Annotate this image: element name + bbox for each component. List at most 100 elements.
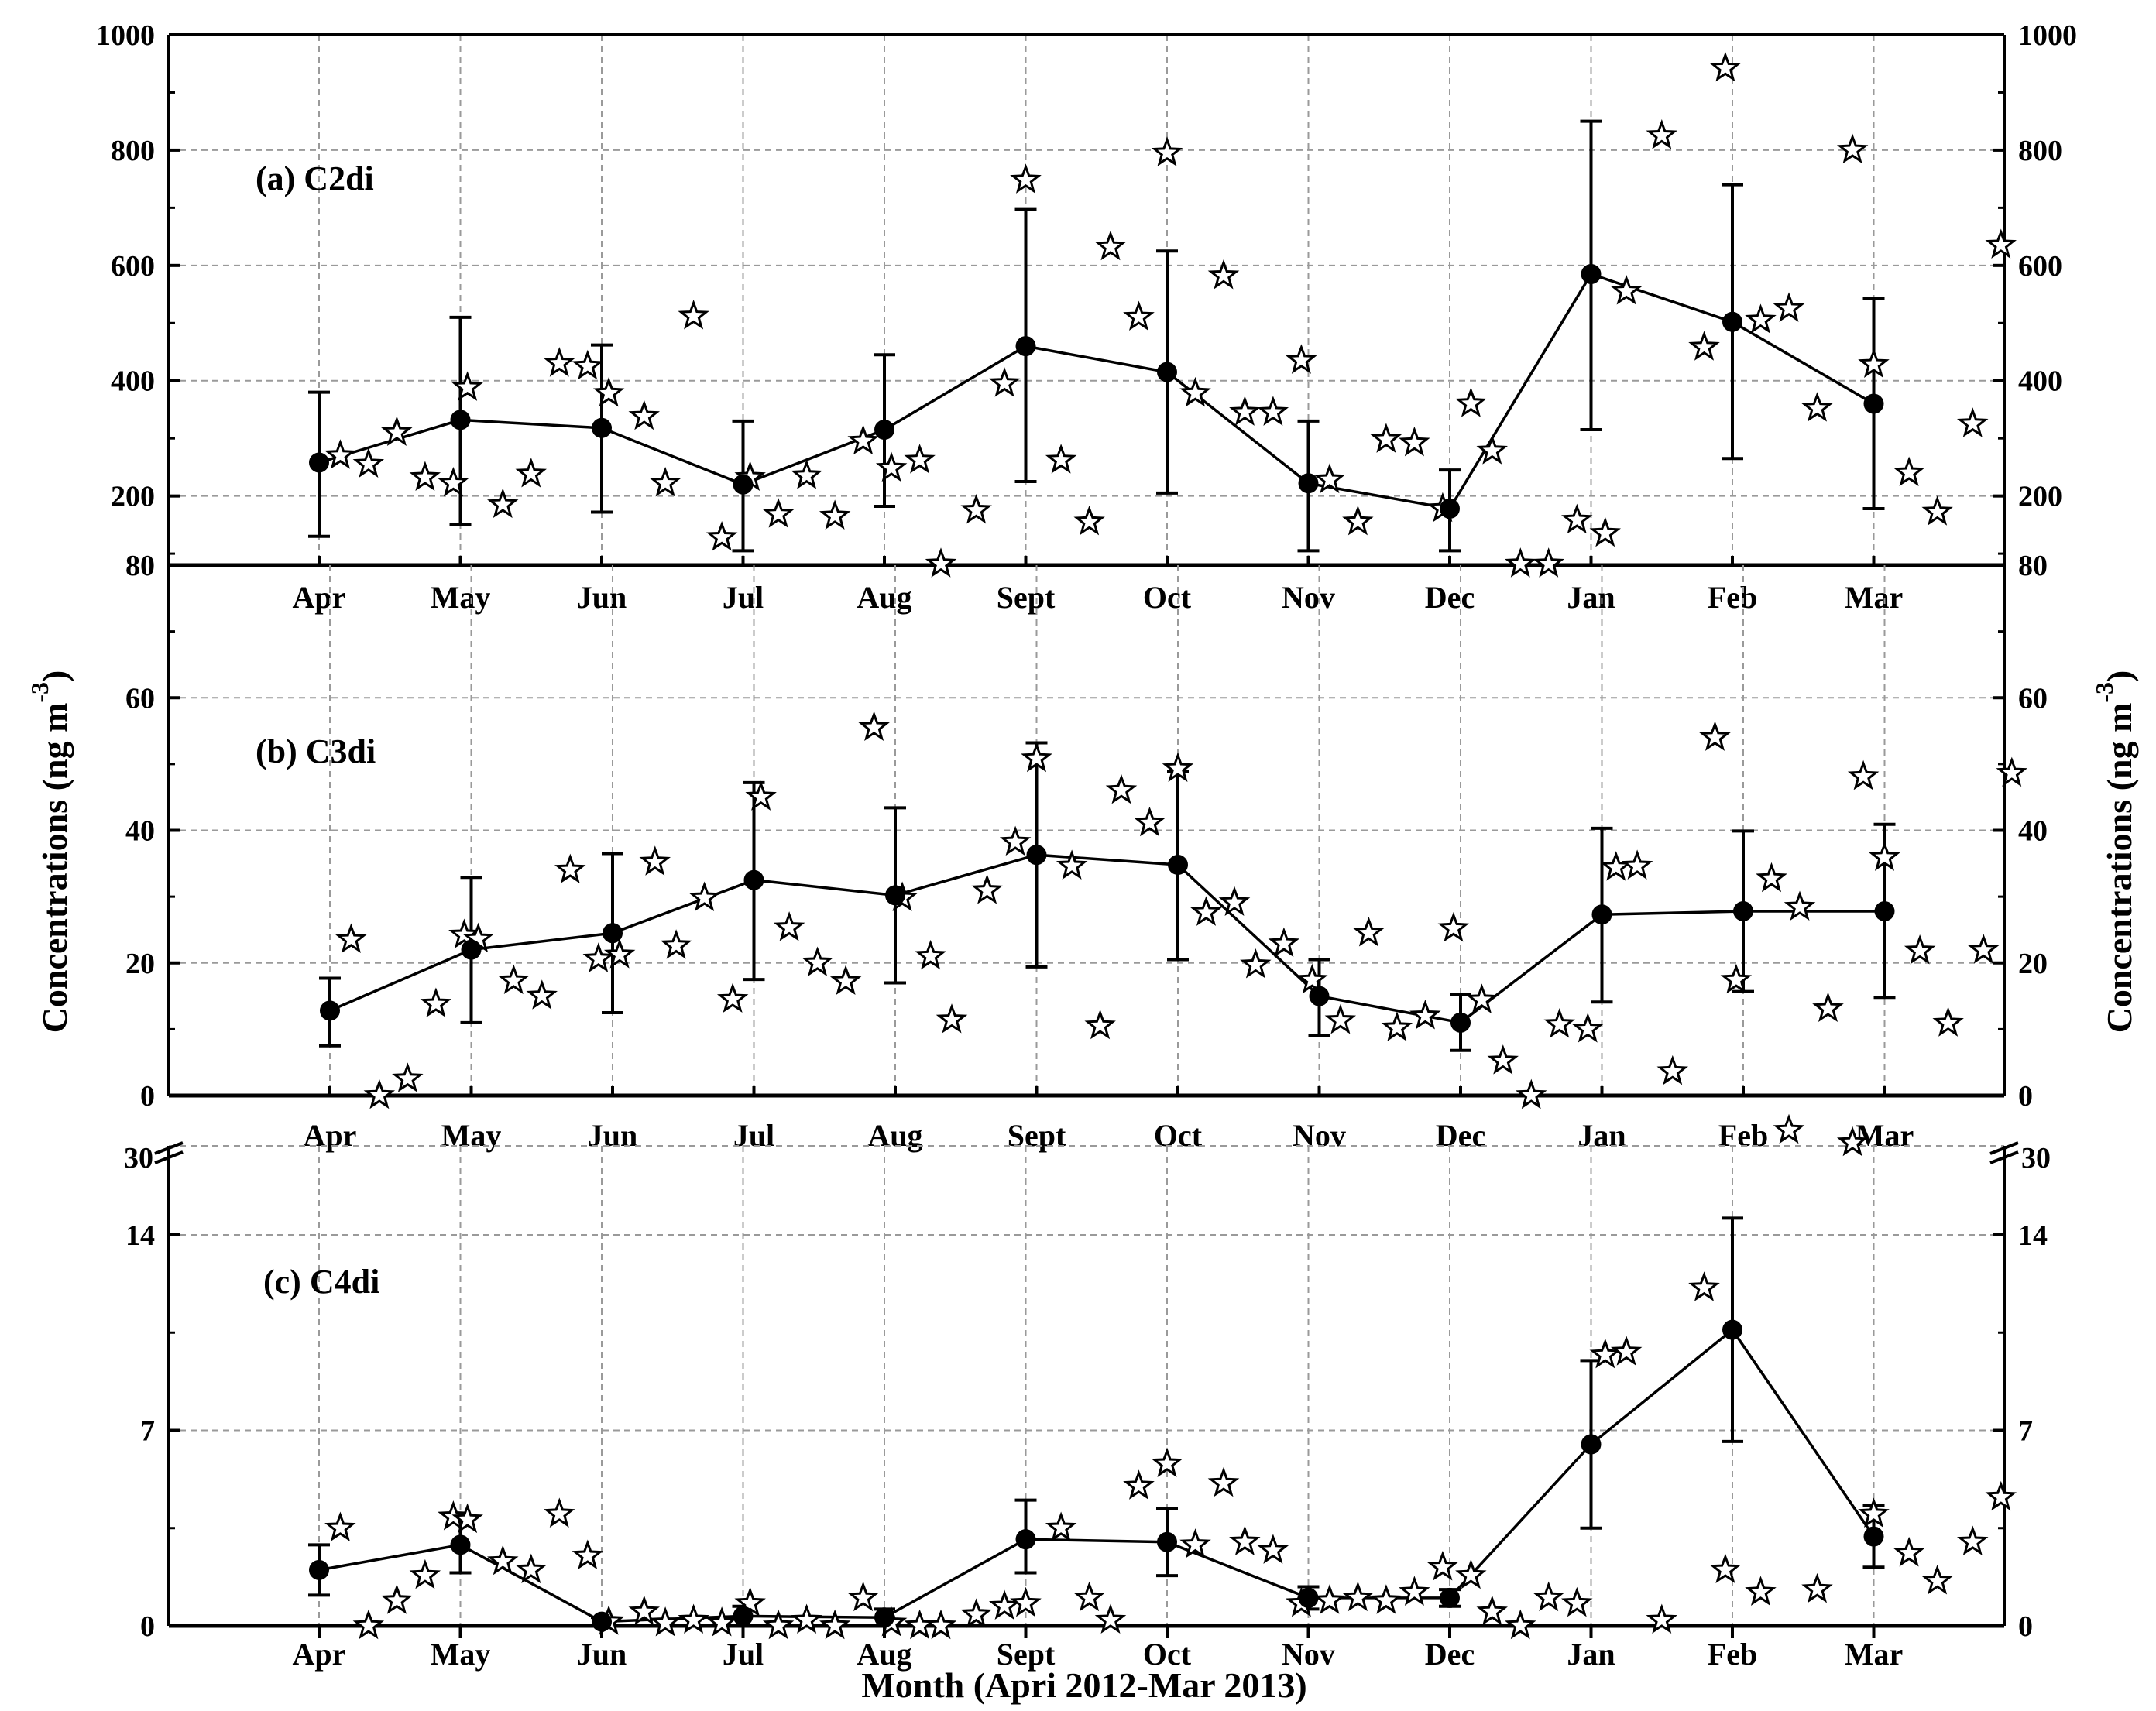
mean-point <box>450 410 471 430</box>
sample-point <box>324 439 356 469</box>
mean-point <box>1440 499 1460 519</box>
x-tick-label: Feb <box>1708 580 1757 615</box>
sample-point <box>960 494 992 524</box>
sample-point <box>1985 1480 2017 1511</box>
sample-point <box>1836 133 1869 164</box>
sample-point <box>999 825 1032 856</box>
sample-point <box>1056 849 1088 880</box>
sample-point <box>1745 303 1777 334</box>
sample-point <box>1957 407 1989 437</box>
x-tick-label: Sept <box>997 1637 1056 1672</box>
sample-point <box>1985 228 2017 259</box>
mean-point <box>1157 1531 1177 1552</box>
sample-point <box>1589 1338 1621 1369</box>
sample-point <box>915 939 946 970</box>
y-tick-label: 200 <box>111 481 155 513</box>
sample-point <box>1560 1586 1593 1617</box>
y-tick-label-right: 7 <box>2018 1415 2033 1448</box>
sample-point <box>660 929 692 959</box>
x-tick-label: May <box>431 580 491 615</box>
y-tick-label: 800 <box>111 135 155 167</box>
sample-point <box>1921 1565 1953 1595</box>
x-tick-label: Nov <box>1282 580 1335 615</box>
x-tick-label: Jul <box>723 580 764 615</box>
mean-point <box>1863 1526 1884 1547</box>
mean-point <box>1591 904 1612 925</box>
sample-point <box>791 1603 822 1634</box>
sample-point <box>1342 1581 1374 1612</box>
x-tick-label: Jun <box>588 1118 638 1153</box>
sample-point <box>572 349 603 380</box>
sample-point <box>1847 759 1880 790</box>
sample-point <box>1370 423 1402 453</box>
x-tick-label: May <box>441 1118 502 1153</box>
x-tick-label: Apr <box>293 1637 346 1672</box>
panel-title: (c) C4di <box>263 1263 379 1301</box>
mean-point <box>874 420 894 441</box>
sample-point <box>1543 1008 1575 1038</box>
x-tick-label: Nov <box>1293 1118 1346 1153</box>
sample-point <box>819 1609 851 1640</box>
x-tick-label: Dec <box>1425 1637 1475 1672</box>
mean-series-line <box>318 1328 1875 1624</box>
mean-point <box>874 1607 894 1628</box>
mean-point <box>1309 986 1330 1006</box>
sample-point <box>628 399 660 430</box>
sample-point <box>1688 1271 1720 1301</box>
sample-point <box>1229 396 1261 426</box>
sample-point <box>1968 934 2000 964</box>
axis-break-mark <box>154 1150 184 1164</box>
panel-title: (a) C2di <box>256 159 374 197</box>
sample-point <box>515 458 547 488</box>
sample-point <box>451 371 483 401</box>
sample-point <box>847 1581 879 1612</box>
sample-point <box>544 1497 575 1528</box>
sample-point <box>1409 1000 1441 1030</box>
sample-point <box>762 1609 795 1640</box>
axis-break-mark <box>154 1141 184 1155</box>
sample-point <box>925 1609 957 1640</box>
mean-point <box>885 885 905 906</box>
y-tick-label: 1000 <box>96 19 155 52</box>
y-tick-label: 14 <box>125 1219 155 1252</box>
sample-point <box>1858 348 1890 379</box>
sample-point <box>1646 118 1677 149</box>
sample-point <box>1836 1126 1869 1157</box>
sample-point <box>858 711 890 741</box>
sample-point <box>1921 495 1953 526</box>
mean-point <box>320 1000 340 1021</box>
y-axis-title-right: Concentrations (ng m-3) <box>2090 670 2139 1034</box>
sample-point <box>678 1603 709 1634</box>
sample-point <box>1646 1603 1677 1634</box>
sample-point <box>1893 456 1925 487</box>
panel-title: (b) C3di <box>256 732 376 770</box>
x-tick-label: Aug <box>857 580 911 615</box>
x-tick-label: Oct <box>1143 1637 1192 1672</box>
x-tick-label: Mar <box>1845 580 1904 615</box>
x-tick-label: Jan <box>1578 1118 1626 1153</box>
mean-point <box>309 1559 329 1580</box>
mean-point <box>1298 473 1319 494</box>
sample-point <box>1324 1003 1357 1034</box>
sample-point <box>554 853 586 884</box>
sample-point <box>526 979 558 1010</box>
sample-point <box>1996 756 2027 787</box>
sample-point <box>1399 426 1430 457</box>
sample-point <box>904 1609 936 1640</box>
sample-point <box>1745 1576 1777 1606</box>
sample-point <box>515 1553 547 1584</box>
sample-point <box>448 918 480 948</box>
y-tick-label-right: 20 <box>2018 948 2048 980</box>
sample-point <box>1801 392 1833 422</box>
sample-point <box>1229 1525 1261 1555</box>
mean-point <box>592 1611 612 1632</box>
y-tick-label: 40 <box>125 815 155 848</box>
x-tick-label: Dec <box>1425 580 1475 615</box>
sample-point <box>1207 1466 1240 1497</box>
sample-point <box>1179 1528 1211 1558</box>
y-tick-label: 20 <box>125 948 155 980</box>
sample-point <box>420 987 452 1018</box>
sample-point <box>639 845 671 876</box>
x-tick-label: Apr <box>304 1118 357 1153</box>
